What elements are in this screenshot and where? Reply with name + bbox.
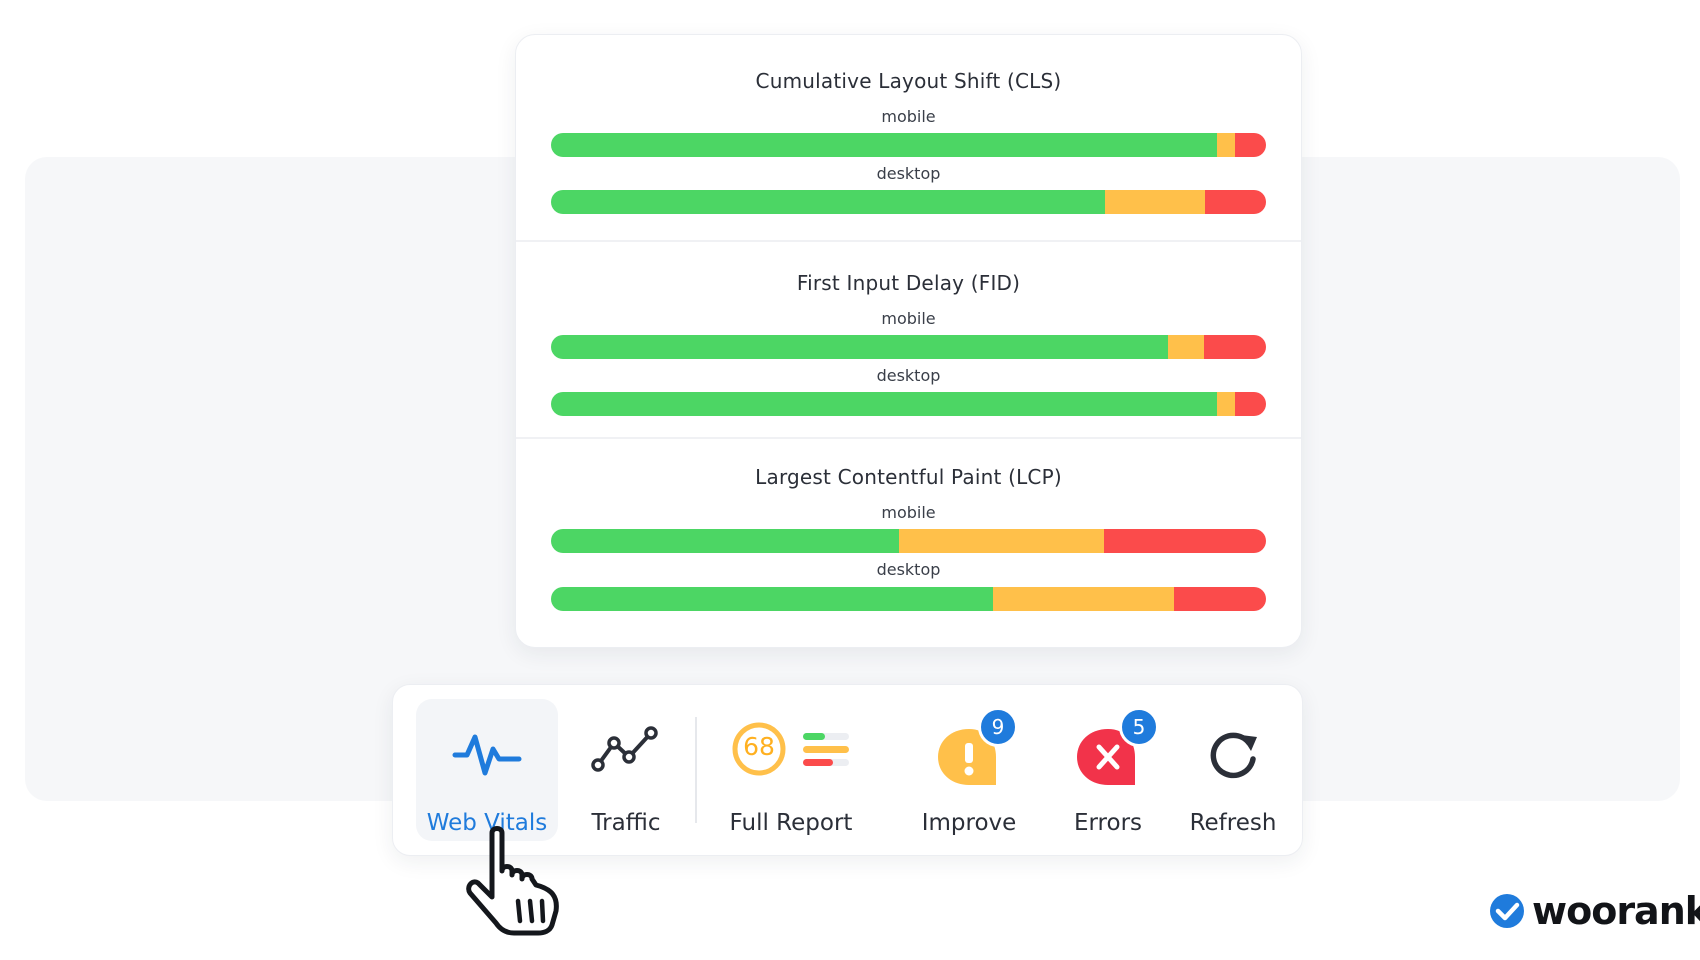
row-label: desktop [876, 560, 941, 579]
good-segment [551, 190, 1106, 214]
tab-web-vitals[interactable]: Web Vitals [416, 699, 558, 841]
average-segment [1217, 392, 1235, 416]
improve-count-badge: 9 [978, 707, 1018, 747]
errors-count-badge: 5 [1119, 707, 1159, 747]
row-label: mobile [881, 309, 936, 328]
trend-line-icon [591, 726, 658, 772]
poor-segment [1203, 335, 1266, 359]
brand-logo: woorank [1488, 888, 1700, 934]
web-vitals-card: Cumulative Layout Shift (CLS) mobile des… [515, 34, 1302, 648]
metric-title: First Input Delay (FID) [796, 271, 1021, 295]
tab-label: Improve [921, 810, 1017, 836]
tab-label: Web Vitals [426, 810, 548, 836]
good-segment [551, 529, 900, 553]
report-score: 68 [743, 732, 775, 761]
row-label: mobile [881, 107, 936, 126]
exclamation-icon [938, 729, 996, 785]
average-segment [1168, 335, 1204, 359]
check-badge-icon [1490, 894, 1524, 928]
distribution-bar [551, 335, 1266, 359]
average-segment [992, 587, 1174, 611]
tab-label: Errors [1073, 810, 1143, 836]
toolbar-separator [695, 717, 697, 823]
row-label: desktop [876, 366, 941, 385]
average-segment [1217, 133, 1235, 157]
tab-full-report[interactable]: 68 Full Report [711, 699, 871, 841]
good-segment [551, 587, 993, 611]
poor-segment [1234, 133, 1266, 157]
poor-segment [1173, 587, 1266, 611]
row-label: desktop [876, 164, 941, 183]
section-divider [516, 437, 1301, 439]
tab-label: Full Report [729, 810, 853, 836]
section-divider [516, 240, 1301, 242]
tab-label: Refresh [1189, 810, 1277, 836]
distribution-bar [551, 190, 1266, 214]
good-segment [551, 133, 1218, 157]
row-label: mobile [881, 503, 936, 522]
score-ring-icon: 68 [731, 719, 851, 779]
poor-segment [1103, 529, 1266, 553]
error-x-icon [1077, 729, 1135, 785]
poor-segment [1234, 392, 1266, 416]
distribution-bar [551, 133, 1266, 157]
refresh-button[interactable]: Refresh [1173, 699, 1293, 841]
distribution-bar [551, 392, 1266, 416]
metric-title: Largest Contentful Paint (LCP) [755, 465, 1062, 489]
average-segment [899, 529, 1104, 553]
pulse-icon [452, 734, 522, 776]
hand-pointer-icon [466, 826, 559, 936]
tab-improve[interactable]: 9 Improve [903, 699, 1035, 841]
tab-errors[interactable]: 5 Errors [1053, 699, 1163, 841]
poor-segment [1204, 190, 1266, 214]
good-segment [551, 392, 1218, 416]
bottom-toolbar: Web Vitals Traffic 68 Full Report [392, 684, 1303, 856]
tab-traffic[interactable]: Traffic [565, 699, 687, 841]
good-segment [551, 335, 1169, 359]
average-segment [1105, 190, 1205, 214]
distribution-bar [551, 529, 1266, 553]
distribution-bar [551, 587, 1266, 611]
brand-name: woorank [1532, 889, 1700, 933]
refresh-icon [1210, 732, 1257, 779]
metric-title: Cumulative Layout Shift (CLS) [755, 69, 1062, 93]
tab-label: Traffic [591, 810, 661, 836]
